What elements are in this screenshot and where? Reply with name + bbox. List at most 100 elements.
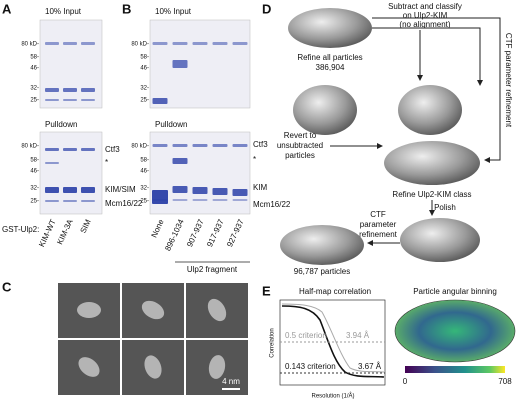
- criterion-value: 3.67 Å: [358, 362, 382, 371]
- gel-band: [45, 148, 59, 151]
- panel-label: E: [262, 283, 271, 298]
- lane-label: SIM: [79, 218, 93, 235]
- gel-band: [81, 42, 95, 45]
- particle: [208, 355, 226, 379]
- criterion-label: 0.5 criterion: [285, 331, 327, 340]
- fsc-curve: [281, 305, 385, 378]
- arrow: [372, 17, 501, 163]
- step-label: unsubtracted: [277, 141, 323, 150]
- gel-band: [172, 186, 188, 193]
- ladder-label: 32-: [140, 186, 149, 192]
- gel-band: [192, 199, 208, 201]
- gel-title: Pulldown: [45, 120, 77, 129]
- gel-band: [192, 42, 208, 45]
- step-label: 386,904: [316, 63, 345, 72]
- colorbar: [405, 366, 505, 373]
- gel-band: [45, 99, 59, 101]
- band-label: *: [105, 158, 108, 167]
- ladder-label: 80 kD-: [21, 42, 39, 48]
- ladder-label: 32-: [140, 86, 149, 92]
- gel-band: [81, 88, 95, 92]
- ladder-label: 46-: [140, 169, 149, 175]
- gel-band: [81, 187, 95, 193]
- density-map: [293, 85, 357, 135]
- ladder-label: 58-: [140, 158, 149, 164]
- particle: [77, 302, 101, 318]
- gel-band: [152, 98, 168, 104]
- gel: [39, 19, 103, 109]
- density-map: [288, 8, 372, 48]
- step-label: particles: [285, 151, 315, 160]
- gel-band: [81, 200, 95, 202]
- axis-label: Resolution (1/Å): [311, 393, 354, 400]
- band-label: *: [253, 155, 256, 164]
- density-map: [400, 218, 480, 262]
- step-label: on Ulp2-KIM: [403, 11, 448, 20]
- gel-band: [212, 199, 228, 201]
- gel-band: [232, 42, 248, 45]
- ladder-label: 80 kD-: [21, 144, 39, 150]
- axis-label: Correlation: [270, 328, 276, 357]
- ladder-label: 46-: [30, 66, 39, 72]
- density-map: [384, 141, 480, 185]
- gel-band: [63, 42, 77, 45]
- gel-band: [152, 144, 168, 147]
- gel-band: [172, 144, 188, 147]
- lane-label: 927-937: [225, 217, 246, 248]
- gel-band: [192, 144, 208, 147]
- lane-label: 907-937: [185, 217, 206, 248]
- gel-band: [212, 188, 228, 195]
- gel-title: 10% Input: [155, 7, 192, 16]
- band-label: Mcm16/22: [105, 199, 143, 208]
- panel-label: A: [2, 1, 12, 16]
- ladder-label: 80 kD-: [131, 144, 149, 150]
- gel-band: [172, 60, 188, 68]
- band-label: KIM/SIM: [105, 185, 136, 194]
- gel-band: [63, 148, 77, 151]
- particle: [207, 298, 227, 322]
- ladder-label: 58-: [30, 158, 39, 164]
- step-label: Polish: [434, 203, 456, 212]
- ladder-label: 58-: [30, 55, 39, 61]
- band-label: Mcm16/22: [253, 200, 291, 209]
- plot-title: Particle angular binning: [413, 287, 497, 296]
- step-label: CTF: [370, 210, 386, 219]
- density-map: [398, 85, 462, 135]
- ladder-label: 25-: [30, 98, 39, 104]
- gel-band: [152, 190, 168, 204]
- step-label: refinement: [359, 230, 398, 239]
- particle: [141, 300, 165, 320]
- lane-label: KIM-3A: [55, 217, 75, 246]
- gel-band: [45, 187, 59, 193]
- gel-title: Pulldown: [155, 120, 187, 129]
- gel-band: [81, 148, 95, 151]
- gel-band: [45, 200, 59, 202]
- particle: [144, 355, 162, 379]
- layer: A 10% Input Pulldown Ctf3 * KIM/SIM Mcm1…: [2, 1, 516, 400]
- gel-band: [212, 144, 228, 147]
- step-label: Subtract and classify: [388, 2, 462, 11]
- gel-band: [81, 99, 95, 101]
- ladder-label: 32-: [30, 186, 39, 192]
- construct-label: GST-Ulp2:: [2, 225, 39, 234]
- ladder-label: 25-: [140, 98, 149, 104]
- step-label: CTF parameter refinement: [504, 33, 513, 128]
- ladder-label: 25-: [140, 199, 149, 205]
- gel-band: [63, 88, 77, 92]
- lane-label: 896-1034: [163, 217, 186, 252]
- ladder-label: 80 kD-: [131, 42, 149, 48]
- class-averages: [58, 283, 248, 395]
- panel-label: C: [2, 279, 12, 294]
- ladder-label: 25-: [30, 199, 39, 205]
- ladder-label: 46-: [140, 66, 149, 72]
- gel-title: 10% Input: [45, 7, 82, 16]
- scale-label: 4 nm: [222, 377, 240, 386]
- gel-band: [232, 199, 248, 201]
- gel-band: [63, 187, 77, 193]
- ladder-label: 32-: [30, 86, 39, 92]
- criterion-value: 3.94 Å: [346, 331, 370, 340]
- gel-band: [192, 187, 208, 194]
- gel-band: [63, 99, 77, 101]
- band-label: Ctf3: [253, 140, 268, 149]
